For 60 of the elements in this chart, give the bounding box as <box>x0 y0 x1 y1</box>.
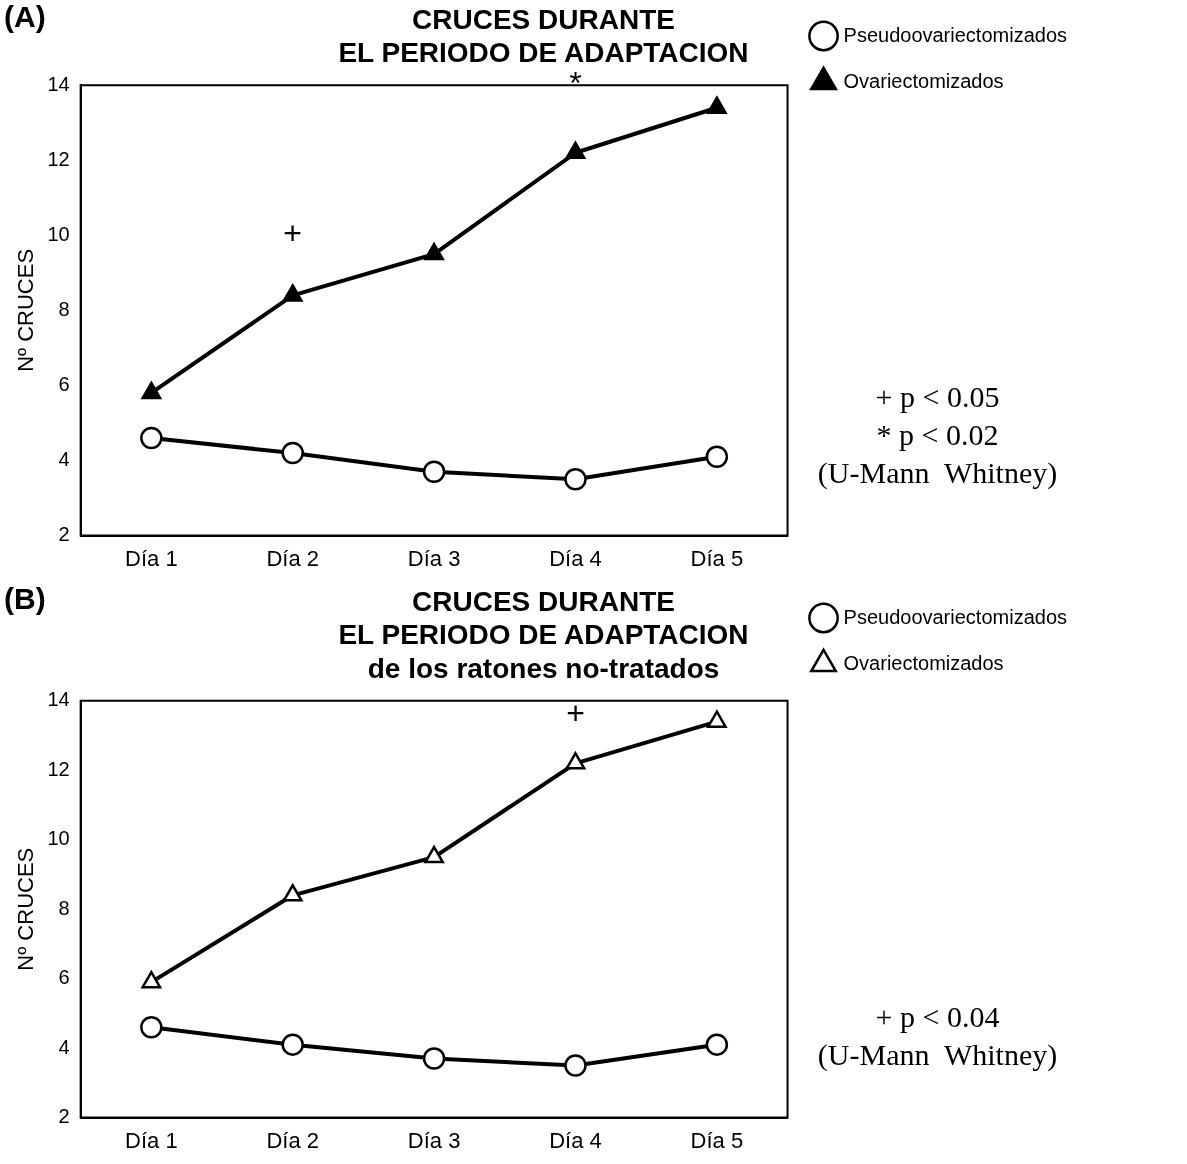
text: (U-Mann Whitney) <box>817 456 1058 491</box>
point <box>706 710 727 728</box>
point <box>564 468 587 491</box>
point <box>705 1033 729 1056</box>
point <box>424 242 445 261</box>
point <box>565 752 586 770</box>
point <box>564 1054 587 1077</box>
text: + p < 0.05 <box>875 380 1000 414</box>
text: + p < 0.04 <box>875 1000 1000 1034</box>
point <box>282 884 303 902</box>
point <box>424 845 445 864</box>
x-tick-label: Día 1 <box>125 545 178 571</box>
chart-title: CRUCES DURANTE EL PERIODO DE ADAPTACION de los ratones no-tratados <box>338 585 749 684</box>
y-axis-title: Nº CRUCES <box>13 847 39 971</box>
y-tick-label: 4 <box>58 448 70 471</box>
y-tick-label: 12 <box>47 147 70 170</box>
y-axis-title: Nº CRUCES <box>13 248 39 372</box>
text: (B) <box>4 582 46 616</box>
y-tick-label: 6 <box>58 372 70 395</box>
point <box>281 1033 304 1056</box>
x-tick-label: Día 3 <box>407 545 461 571</box>
legend-label: Ovariectomizados <box>843 651 1004 674</box>
x-tick-label: Día 2 <box>266 1127 320 1153</box>
point <box>422 1047 446 1070</box>
y-tick-label: 4 <box>58 1035 70 1058</box>
annotation: + <box>283 215 303 252</box>
legend-label: Ovariectomizados <box>843 69 1004 92</box>
text: * p < 0.02 <box>876 418 999 452</box>
point <box>565 141 586 160</box>
text: (A) <box>4 0 46 34</box>
annotation: + <box>566 694 585 731</box>
y-tick-label: 2 <box>58 1105 70 1128</box>
y-tick-label: 12 <box>47 757 70 780</box>
point <box>141 970 162 989</box>
y-tick-label: 8 <box>58 896 70 919</box>
point <box>140 1016 163 1039</box>
y-tick-label: 10 <box>47 827 70 850</box>
y-tick-label: 14 <box>47 688 70 711</box>
point <box>705 445 729 469</box>
y-tick-label: 6 <box>58 966 70 989</box>
point <box>282 284 303 302</box>
x-tick-label: Día 2 <box>266 545 320 571</box>
point <box>422 460 446 484</box>
y-tick-label: 2 <box>58 523 70 546</box>
x-tick-label: Día 5 <box>690 545 744 571</box>
legend-label: Pseudoovariectomizados <box>843 23 1068 46</box>
y-tick-label: 10 <box>47 222 70 245</box>
point <box>281 441 304 465</box>
y-tick-label: 8 <box>58 297 70 320</box>
x-tick-label: Día 5 <box>690 1127 744 1153</box>
point <box>140 426 163 450</box>
legend-label: Pseudoovariectomizados <box>843 605 1068 628</box>
x-tick-label: Día 3 <box>407 1127 461 1153</box>
point <box>141 381 162 400</box>
x-tick-label: Día 1 <box>125 1127 178 1153</box>
text: (U-Mann Whitney) <box>817 1038 1058 1073</box>
x-tick-label: Día 4 <box>549 1127 602 1153</box>
y-tick-label: 14 <box>47 72 70 95</box>
point <box>706 96 727 114</box>
x-tick-label: Día 4 <box>549 545 602 571</box>
